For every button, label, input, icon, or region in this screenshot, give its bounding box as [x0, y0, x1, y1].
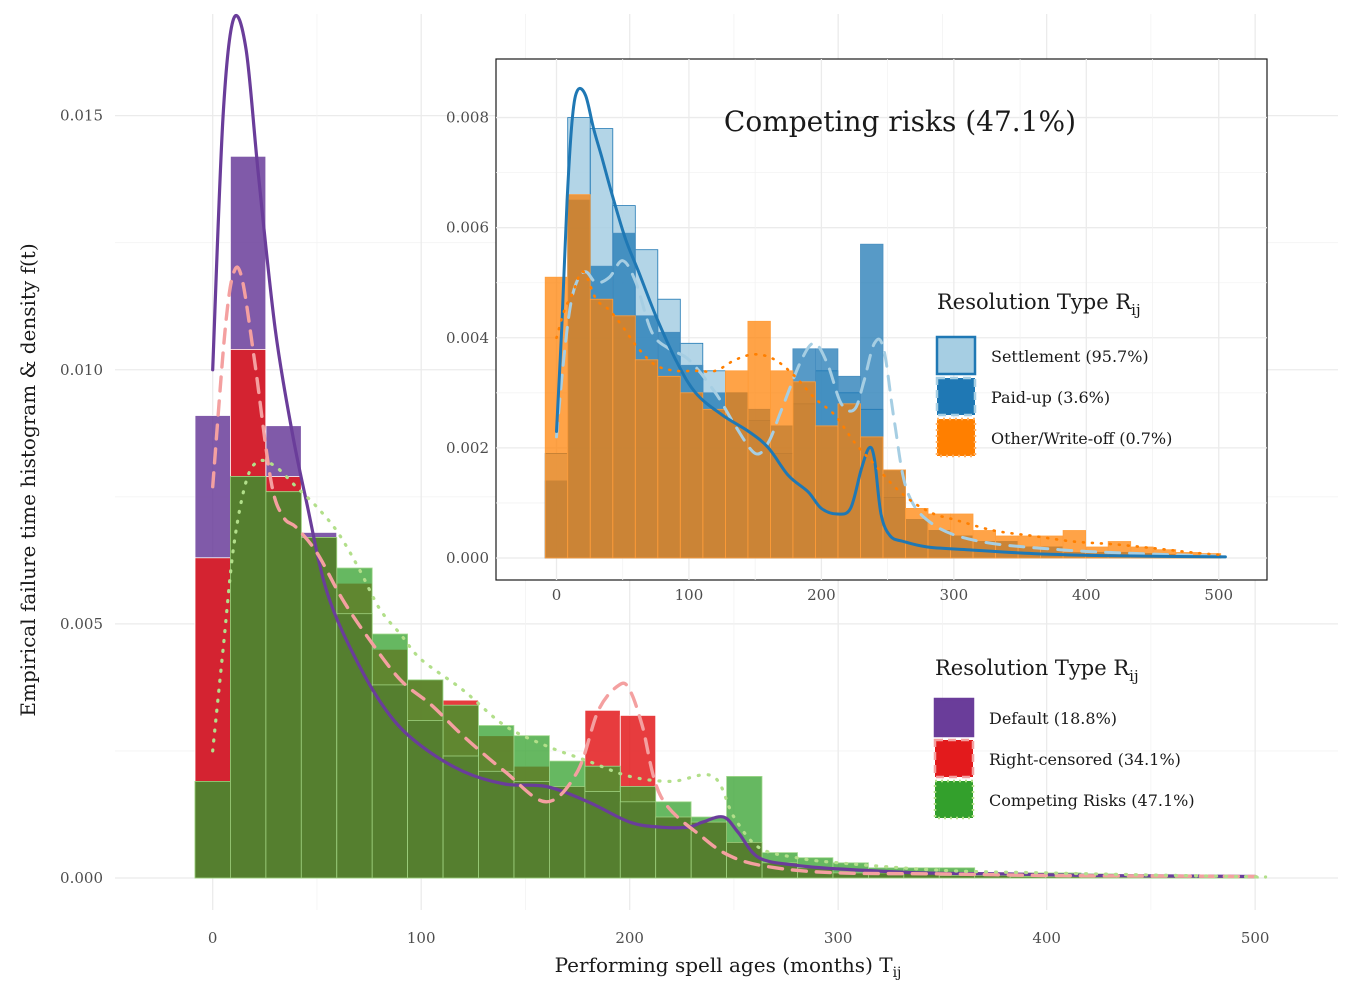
main-x-tick-label: 0 — [208, 929, 218, 947]
y-axis-title: Empirical failure time histogram & densi… — [16, 243, 40, 716]
inset-x-tick-label: 500 — [1204, 586, 1233, 604]
inset-x-tick-labels: 0 100 200 300 400 500 — [552, 586, 1233, 604]
inset-y-tick-label: 0.004 — [446, 329, 489, 347]
inset-legend-key — [935, 417, 977, 458]
inset-legend: Resolution Type Rij Settlement (95.7%) Pa… — [935, 290, 1172, 458]
inset-legend-key — [935, 335, 977, 376]
inset-density-line — [555, 86, 1227, 559]
inset-density-line — [555, 270, 1227, 557]
main-bar-overlap — [194, 781, 231, 879]
main-x-tick-label: 500 — [1241, 929, 1270, 947]
inset-bar — [612, 315, 636, 559]
inset-y-tick-label: 0.008 — [446, 109, 489, 127]
inset-x-tick-label: 400 — [1072, 586, 1101, 604]
main-bar-overlap — [584, 791, 621, 879]
inset-x-tick-label: 100 — [675, 586, 704, 604]
main-x-tick-label: 100 — [407, 929, 436, 947]
inset-bar — [815, 425, 839, 559]
inset-title: Competing risks (47.1%) — [724, 105, 1076, 138]
inset-bar — [905, 507, 929, 559]
main-legend-label: Competing Risks (47.1%) — [989, 791, 1195, 810]
main-bar-overlap — [478, 770, 515, 879]
main-x-tick-label: 400 — [1032, 929, 1061, 947]
main-x-tick-label: 300 — [824, 929, 853, 947]
inset-bar — [792, 381, 816, 559]
inset-bar — [657, 375, 681, 559]
inset-density-lines — [555, 86, 1227, 559]
inset-bar — [927, 513, 951, 559]
main-bar-overlap — [300, 537, 338, 879]
main-x-tick-labels: 0 100 200 300 400 500 — [208, 929, 1270, 947]
main-bar-overlap — [407, 720, 444, 879]
main-legend: Resolution Type Rij Default (18.8%) Right… — [933, 656, 1195, 820]
inset-bar — [567, 194, 591, 559]
inset-legend-label: Paid-up (3.6%) — [991, 388, 1110, 407]
inset-bar — [702, 408, 726, 559]
main-y-tick-label: 0.005 — [60, 615, 103, 633]
main-legend-title: Resolution Type Rij — [935, 656, 1139, 685]
inset-legend-key — [935, 376, 977, 417]
main-bar-overlap — [513, 781, 550, 879]
main-legend-key — [933, 697, 975, 738]
inset-panel: 0.000 0.002 0.004 0.006 0.008 0 100 200 300 400 5… — [446, 58, 1268, 604]
main-density-line — [211, 13, 1257, 879]
main-y-tick-labels: 0.000 0.005 0.010 0.015 — [60, 107, 103, 887]
inset-x-tick-label: 0 — [552, 586, 562, 604]
inset-density-line — [555, 259, 1227, 558]
main-density-lines — [211, 13, 1268, 879]
main-bar-overlap — [549, 786, 586, 879]
main-bar-overlap — [229, 476, 267, 879]
main-bar-overlap — [619, 801, 657, 879]
inset-y-tick-label: 0.000 — [446, 549, 489, 567]
inset-bars — [544, 117, 1222, 559]
main-x-tick-label: 200 — [615, 929, 644, 947]
main-bar-overlap — [265, 491, 302, 879]
inset-legend-label: Settlement (95.7%) — [991, 347, 1149, 366]
inset-bar — [589, 298, 614, 559]
main-density-line — [211, 265, 1257, 879]
main-legend-label: Default (18.8%) — [989, 709, 1117, 728]
main-y-tick-label: 0.015 — [60, 107, 103, 125]
main-bar-overlap — [726, 842, 763, 879]
inset-legend-title: Resolution Type Rij — [937, 290, 1141, 319]
main-legend-key — [933, 738, 975, 779]
main-y-tick-label: 0.000 — [60, 869, 103, 887]
inset-bar — [634, 359, 659, 559]
inset-bar — [882, 469, 906, 559]
inset-y-tick-label: 0.006 — [446, 219, 489, 237]
inset-bar — [725, 370, 749, 559]
inset-y-tick-labels: 0.000 0.002 0.004 0.006 0.008 — [446, 109, 489, 567]
inset-x-tick-label: 300 — [940, 586, 969, 604]
main-y-tick-label: 0.010 — [60, 361, 103, 379]
inset-x-tick-label: 200 — [807, 586, 836, 604]
x-axis-title: Performing spell ages (months) Tij — [555, 953, 902, 981]
inset-bar — [679, 392, 704, 559]
inset-legend-label: Other/Write-off (0.7%) — [991, 429, 1172, 448]
main-legend-label: Right-censored (34.1%) — [989, 750, 1181, 769]
inset-y-tick-label: 0.002 — [446, 439, 489, 457]
main-legend-key — [933, 779, 975, 820]
